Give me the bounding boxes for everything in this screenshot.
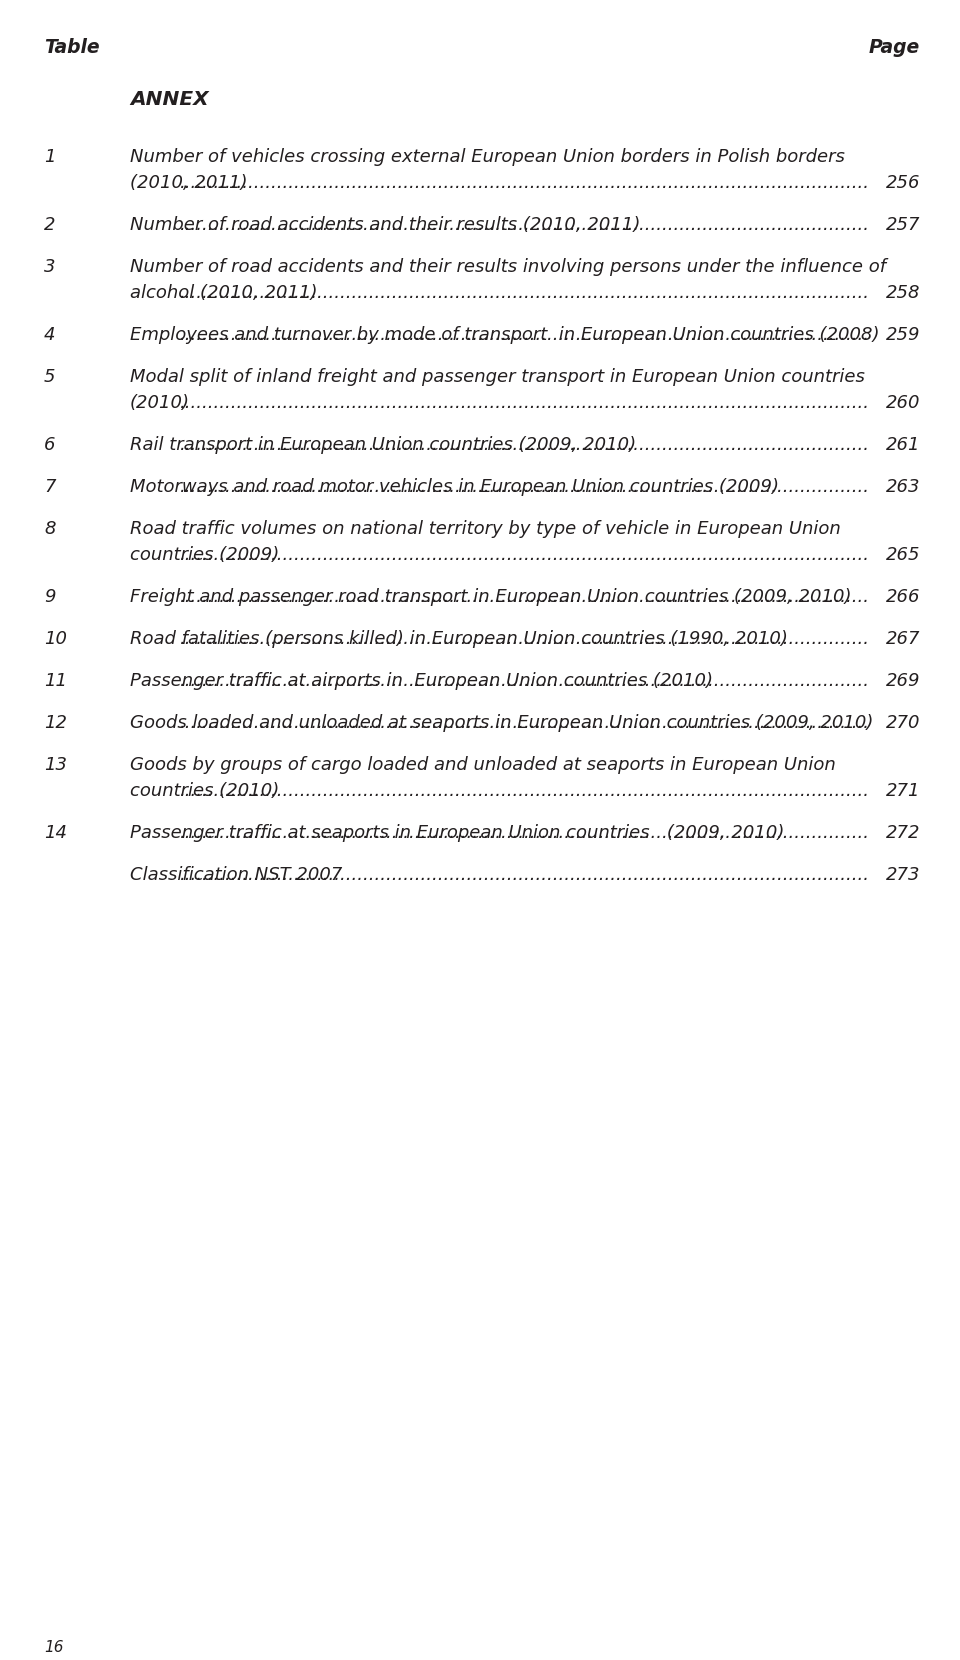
Text: 16: 16 xyxy=(44,1640,63,1655)
Text: alcohol (2010, 2011): alcohol (2010, 2011) xyxy=(130,284,318,302)
Text: Employees and turnover by mode of transport  in European Union countries (2008): Employees and turnover by mode of transp… xyxy=(130,325,879,344)
Text: Goods loaded and unloaded at seaports in European Union countries (2009, 2010): Goods loaded and unloaded at seaports in… xyxy=(130,714,874,732)
Text: ................................................................................: ........................................… xyxy=(180,174,870,193)
Text: 269: 269 xyxy=(885,672,920,691)
Text: ................................................................................: ........................................… xyxy=(180,437,870,453)
Text: (2010): (2010) xyxy=(130,393,190,412)
Text: ANNEX: ANNEX xyxy=(130,90,208,110)
Text: (2010, 2011): (2010, 2011) xyxy=(130,174,248,193)
Text: ................................................................................: ........................................… xyxy=(180,546,870,564)
Text: ................................................................................: ........................................… xyxy=(180,284,870,302)
Text: ................................................................................: ........................................… xyxy=(180,216,870,234)
Text: 2: 2 xyxy=(44,216,56,234)
Text: Goods by groups of cargo loaded and unloaded at seaports in European Union: Goods by groups of cargo loaded and unlo… xyxy=(130,755,836,774)
Text: ................................................................................: ........................................… xyxy=(180,325,870,344)
Text: Number of road accidents and their results involving persons under the influence: Number of road accidents and their resul… xyxy=(130,257,886,276)
Text: ................................................................................: ........................................… xyxy=(180,393,870,412)
Text: Table: Table xyxy=(44,38,100,56)
Text: ................................................................................: ........................................… xyxy=(180,714,870,732)
Text: Page: Page xyxy=(869,38,920,56)
Text: ................................................................................: ........................................… xyxy=(180,672,870,691)
Text: Road fatalities (persons killed) in European Union countries (1990, 2010): Road fatalities (persons killed) in Euro… xyxy=(130,631,788,647)
Text: Passenger traffic at seaports in European Union countries   (2009, 2010): Passenger traffic at seaports in Europea… xyxy=(130,823,784,842)
Text: 273: 273 xyxy=(885,867,920,885)
Text: 267: 267 xyxy=(885,631,920,647)
Text: 263: 263 xyxy=(885,478,920,496)
Text: ................................................................................: ........................................… xyxy=(180,867,870,885)
Text: 8: 8 xyxy=(44,520,56,538)
Text: ................................................................................: ........................................… xyxy=(180,782,870,800)
Text: 257: 257 xyxy=(885,216,920,234)
Text: 14: 14 xyxy=(44,823,67,842)
Text: 5: 5 xyxy=(44,369,56,387)
Text: ................................................................................: ........................................… xyxy=(180,588,870,606)
Text: Modal split of inland freight and passenger transport in European Union countrie: Modal split of inland freight and passen… xyxy=(130,369,865,387)
Text: 6: 6 xyxy=(44,437,56,453)
Text: 272: 272 xyxy=(885,823,920,842)
Text: 258: 258 xyxy=(885,284,920,302)
Text: 260: 260 xyxy=(885,393,920,412)
Text: 3: 3 xyxy=(44,257,56,276)
Text: Passenger traffic at airports in  European Union countries (2010): Passenger traffic at airports in Europea… xyxy=(130,672,713,691)
Text: 1: 1 xyxy=(44,148,56,166)
Text: 259: 259 xyxy=(885,325,920,344)
Text: 7: 7 xyxy=(44,478,56,496)
Text: 12: 12 xyxy=(44,714,67,732)
Text: Number of vehicles crossing external European Union borders in Polish borders: Number of vehicles crossing external Eur… xyxy=(130,148,845,166)
Text: Freight and passenger road transport in European Union countries (2009, 2010): Freight and passenger road transport in … xyxy=(130,588,852,606)
Text: 13: 13 xyxy=(44,755,67,774)
Text: 4: 4 xyxy=(44,325,56,344)
Text: ................................................................................: ........................................… xyxy=(180,631,870,647)
Text: ................................................................................: ........................................… xyxy=(180,478,870,496)
Text: countries (2009): countries (2009) xyxy=(130,546,279,564)
Text: 266: 266 xyxy=(885,588,920,606)
Text: Rail transport in European Union countries (2009, 2010): Rail transport in European Union countri… xyxy=(130,437,636,453)
Text: 11: 11 xyxy=(44,672,67,691)
Text: 9: 9 xyxy=(44,588,56,606)
Text: 256: 256 xyxy=(885,174,920,193)
Text: Number of road accidents and their results (2010, 2011): Number of road accidents and their resul… xyxy=(130,216,640,234)
Text: ................................................................................: ........................................… xyxy=(180,823,870,842)
Text: 10: 10 xyxy=(44,631,67,647)
Text: countries (2010): countries (2010) xyxy=(130,782,279,800)
Text: Motorways and road motor vehicles in European Union countries (2009): Motorways and road motor vehicles in Eur… xyxy=(130,478,779,496)
Text: 261: 261 xyxy=(885,437,920,453)
Text: Classification NST 2007: Classification NST 2007 xyxy=(130,867,343,885)
Text: 265: 265 xyxy=(885,546,920,564)
Text: 271: 271 xyxy=(885,782,920,800)
Text: Road traffic volumes on national territory by type of vehicle in European Union: Road traffic volumes on national territo… xyxy=(130,520,841,538)
Text: 270: 270 xyxy=(885,714,920,732)
